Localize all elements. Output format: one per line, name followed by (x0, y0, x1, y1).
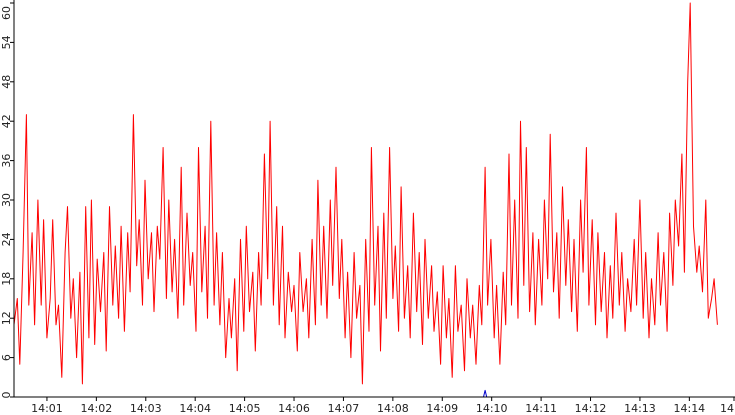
x-tick-label: 14:14 (673, 402, 705, 415)
y-tick-label: 24 (0, 232, 13, 246)
y-tick-label: 18 (0, 272, 13, 286)
x-tick-label: 14:08 (377, 402, 409, 415)
y-tick-label: 54 (0, 35, 13, 49)
x-axis-ticks: 14:01 14:02 14:03 14:04 14:05 14:06 14:07 14:08… (31, 397, 735, 415)
series-line-2 (483, 389, 488, 398)
series-layer (13, 2, 718, 398)
y-tick-label: 48 (0, 75, 13, 89)
x-tick-label: 14:04 (179, 402, 211, 415)
y-tick-label: 12 (0, 311, 13, 325)
y-tick-label: 42 (0, 114, 13, 128)
x-tick-label: 14 (720, 402, 734, 415)
y-tick-label: 60 (0, 6, 13, 20)
y-tick-label: 36 (0, 154, 13, 168)
x-tick-label: 14:13 (624, 402, 656, 415)
x-tick-label: 14:03 (130, 402, 162, 415)
x-tick-label: 14:12 (575, 402, 607, 415)
x-tick-label: 14:07 (328, 402, 360, 415)
x-tick-label: 14:10 (476, 402, 508, 415)
x-tick-label: 14:01 (31, 402, 63, 415)
x-tick-label: 14:09 (426, 402, 458, 415)
x-tick-label: 14:06 (278, 402, 310, 415)
series-line-1 (13, 2, 718, 385)
x-tick-label: 14:02 (81, 402, 113, 415)
y-tick-label: 0 (0, 392, 13, 399)
y-axis-ticks: 0 6 12 18 24 30 36 42 48 54 60 (0, 2, 14, 399)
x-tick-label: 14:11 (525, 402, 557, 415)
y-tick-label: 6 (0, 354, 13, 361)
y-tick-label: 30 (0, 193, 13, 207)
x-tick-label: 14:05 (229, 402, 261, 415)
